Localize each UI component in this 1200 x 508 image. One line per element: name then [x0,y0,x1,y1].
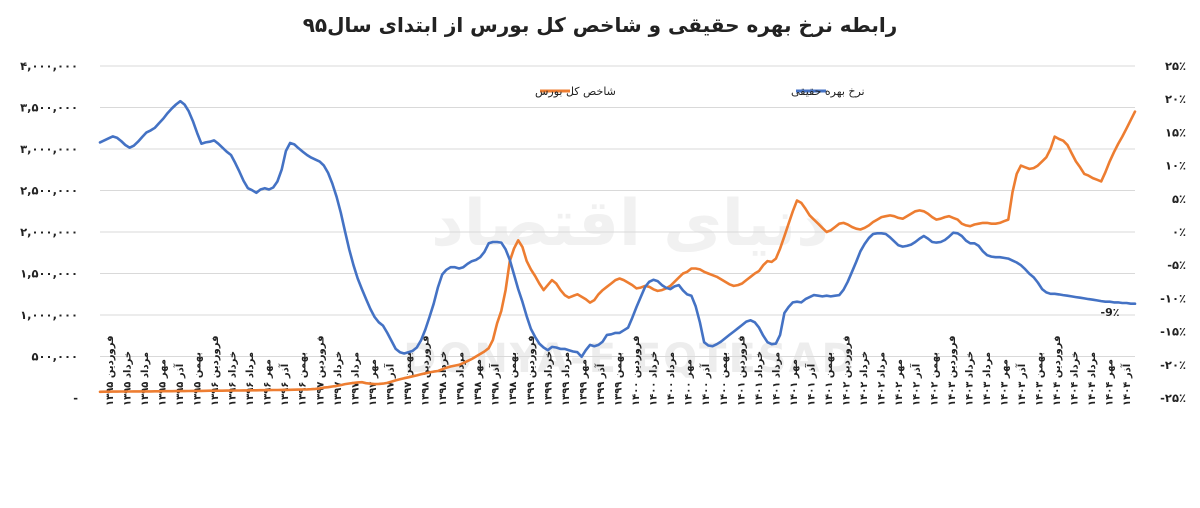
x-tick-label: مهر ۱۳۹۶ [263,359,274,406]
y-right-tick-label: ۰٪ [1172,225,1186,239]
x-tick-label: آذر ۱۴۰۲ [910,363,923,406]
x-tick-label: بهمن ۱۴۰۰ [719,352,730,406]
x-tick-label: مهر ۱۳۹۵ [157,359,168,406]
x-tick-label: مهر ۱۴۰۳ [999,359,1010,406]
x-tick-label: مرداد ۱۳۹۷ [350,352,361,406]
x-tick-label: خرداد ۱۴۰۰ [649,351,660,406]
x-tick-label: فروردین ۱۳۹۷ [315,335,326,406]
x-tick-label: خرداد ۱۳۹۸ [438,351,449,406]
y-left-tick-label: ۴,۰۰۰,۰۰۰ [20,59,78,73]
x-tick-label: خرداد ۱۳۹۵ [122,351,133,406]
legend-item-index: شاخص کل بورس [535,85,616,98]
y-left-tick-label: ۳,۵۰۰,۰۰۰ [20,101,78,115]
x-tick-label: فروردین ۱۳۹۸ [421,335,432,406]
x-tick-label: بهمن ۱۳۹۶ [298,352,309,406]
y-right-tick-label: -۲۵٪ [1160,391,1186,405]
x-tick-label: خرداد ۱۳۹۷ [333,351,344,406]
y-axis-right: -۲۵٪ -۲۰٪ -۱۵٪ -۱۰٪ -۵٪ ۰٪ ۵٪ ۱۰٪ ۱۵٪ ۲۰٪ ۲۵٪ [1160,59,1186,405]
series-line-index [98,110,1137,394]
x-tick-label: بهمن ۱۴۰۱ [824,352,835,406]
y-left-tick-label: ۳,۰۰۰,۰۰۰ [20,142,78,156]
x-tick-label: آذر ۱۳۹۶ [278,363,291,406]
x-tick-label: فروردین ۱۳۹۹ [526,335,537,406]
x-tick-label: مهر ۱۴۰۴ [1105,359,1116,406]
x-tick-label: مهر ۱۴۰۲ [894,359,905,406]
y-left-tick-label: - [73,391,78,405]
x-tick-label: آذر ۱۳۹۵ [173,363,186,406]
x-tick-label: مهر ۱۴۰۰ [684,359,695,406]
x-tick-label: مهر ۱۳۹۸ [473,359,484,406]
x-tick-label: آذر ۱۴۰۱ [804,363,817,406]
x-tick-label: خرداد ۱۴۰۳ [964,351,975,406]
x-tick-label: مرداد ۱۴۰۲ [877,352,888,406]
x-tick-label: مرداد ۱۴۰۱ [771,352,782,406]
y-right-tick-label: ۵٪ [1172,192,1186,206]
x-tick-label: بهمن ۱۳۹۵ [192,352,203,406]
legend-item-rate: نرخ بهره حقیقی [791,85,865,98]
x-tick-label: خرداد ۱۳۹۹ [543,351,554,406]
x-tick-label: مرداد ۱۴۰۳ [982,352,993,406]
y-right-tick-label: ۱۰٪ [1165,159,1186,173]
x-axis: فروردین ۱۳۹۵ خرداد ۱۳۹۵ مرداد ۱۳۹۵ مهر ۱۳۹۵… [105,335,1133,406]
watermark-text: DONYA-E EQTESAD [403,336,857,382]
y-left-tick-label: ۱,۰۰۰,۰۰۰ [20,308,78,322]
y-left-tick-label: ۵۰۰,۰۰۰ [32,350,78,364]
y-right-tick-label: ۲۵٪ [1165,59,1186,73]
x-tick-label: بهمن ۱۳۹۹ [614,352,625,406]
y-right-tick-label: -۵٪ [1167,258,1186,272]
x-tick-label: مرداد ۱۳۹۶ [245,352,256,406]
y-axis-left: - ۵۰۰,۰۰۰ ۱,۰۰۰,۰۰۰ ۱,۵۰۰,۰۰۰ ۲,۰۰۰,۰۰۰ ۲,۵۰۰… [20,59,78,405]
x-tick-label: فروردین ۱۴۰۴ [1052,335,1063,406]
y-left-tick-label: ۲,۵۰۰,۰۰۰ [20,184,78,198]
watermark: دنیای اقتصاد DONYA-E EQTESAD [403,187,857,382]
legend: شاخص کل بورس نرخ بهره حقیقی [535,85,865,98]
y-right-tick-label: -۱۰٪ [1160,291,1186,305]
x-tick-label: فروردین ۱۴۰۰ [631,335,642,406]
x-tick-label: آذر ۱۴۰۳ [1015,363,1028,406]
x-tick-label: مرداد ۱۳۹۵ [140,352,151,406]
y-right-tick-label: -۲۰٪ [1160,358,1186,372]
x-tick-label: بهمن ۱۳۹۸ [508,352,519,406]
x-tick-label: آذر ۱۳۹۷ [383,363,396,406]
x-tick-label: مهر ۱۳۹۷ [368,359,379,406]
x-tick-label: بهمن ۱۴۰۲ [929,352,940,406]
legend-label-index: شاخص کل بورس [535,85,616,98]
series-group [98,99,1137,394]
x-tick-label: بهمن ۱۳۹۷ [403,352,414,406]
y-left-tick-label: ۲,۰۰۰,۰۰۰ [20,225,78,239]
legend-label-rate: نرخ بهره حقیقی [791,85,865,98]
x-tick-label: خرداد ۱۴۰۴ [1070,351,1081,406]
x-tick-label: فروردین ۱۴۰۱ [736,335,747,406]
x-tick-label: خرداد ۱۴۰۱ [754,351,765,406]
watermark-logo: دنیای اقتصاد [431,187,829,261]
x-tick-label: خرداد ۱۳۹۶ [228,351,239,406]
series-line-rate [98,99,1137,359]
x-tick-label: خرداد ۱۴۰۲ [859,351,870,406]
chart-title: رابطه نرخ بهره حقیقی و شاخص کل بورس از ا… [303,13,898,37]
y-right-tick-label: ۲۰٪ [1165,92,1186,106]
x-tick-label: مهر ۱۳۹۹ [578,359,589,406]
x-tick-label: فروردین ۱۴۰۳ [947,335,958,406]
x-tick-label: فروردین ۱۳۹۶ [210,335,221,406]
x-tick-label: مرداد ۱۴۰۰ [666,352,677,406]
gridlines [100,65,1135,357]
y-right-tick-label: ۱۵٪ [1165,125,1186,139]
x-tick-label: آذر ۱۴۰۰ [699,363,712,406]
x-tick-label: مرداد ۱۳۹۹ [561,352,572,406]
annotation-label: -9٪ [1101,306,1120,319]
x-tick-label: آذر ۱۴۰۴ [1120,363,1133,406]
x-tick-label: آذر ۱۳۹۹ [594,363,607,406]
x-tick-label: مرداد ۱۴۰۴ [1087,352,1098,406]
x-tick-label: آذر ۱۳۹۸ [489,363,502,406]
x-tick-label: بهمن ۱۴۰۳ [1035,352,1046,406]
x-tick-label: مرداد ۱۳۹۸ [456,352,467,406]
y-left-tick-label: ۱,۵۰۰,۰۰۰ [20,267,78,281]
x-tick-label: مهر ۱۴۰۱ [789,359,800,406]
y-right-tick-label: -۱۵٪ [1160,325,1186,339]
x-tick-label: فروردین ۱۳۹۵ [105,335,116,406]
x-tick-label: فروردین ۱۴۰۲ [842,335,853,406]
